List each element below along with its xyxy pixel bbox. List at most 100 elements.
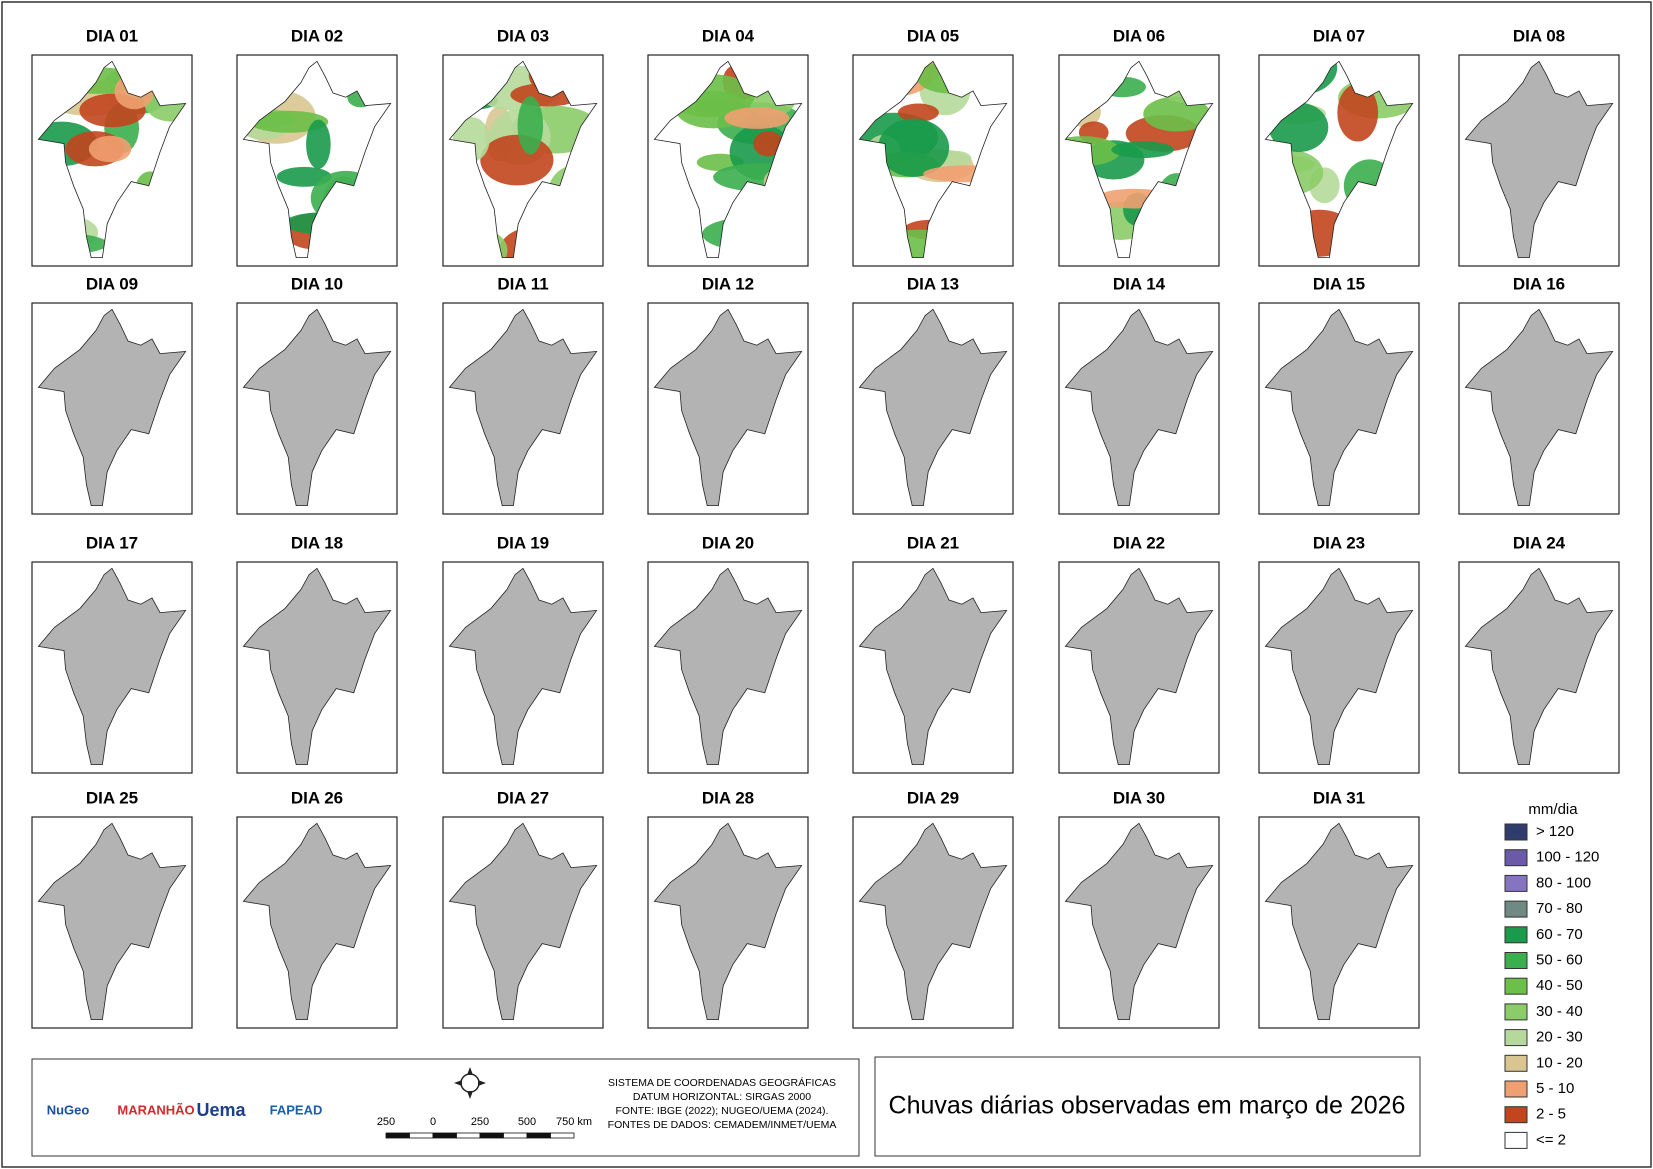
state-outline (1264, 60, 1414, 258)
panel-title: DIA 09 (86, 274, 138, 293)
state-map (1064, 822, 1214, 1020)
legend-label: 80 - 100 (1536, 874, 1591, 891)
state-outline (1064, 60, 1214, 258)
legend-label: 2 - 5 (1536, 1106, 1566, 1123)
legend-swatch (1504, 849, 1528, 867)
legend-label: 70 - 80 (1536, 900, 1583, 917)
panel-title: DIA 22 (1113, 533, 1165, 552)
legend-swatch (1504, 952, 1528, 969)
scale-segment (409, 1132, 434, 1139)
state-map (858, 308, 1008, 506)
state-outline (448, 60, 598, 258)
scale-segment (550, 1132, 575, 1139)
panel-title: DIA 17 (86, 533, 138, 552)
panel-title: DIA 12 (702, 274, 754, 293)
scale-label: 0 (430, 1116, 436, 1128)
scale-segment (503, 1132, 528, 1139)
panel-title: DIA 07 (1313, 26, 1365, 45)
panel-title: DIA 04 (702, 26, 755, 45)
legend-swatch (1504, 1054, 1528, 1072)
state-outline (858, 60, 1008, 258)
state-map (1264, 567, 1414, 765)
legend-swatch (1504, 900, 1528, 918)
state-map (1064, 308, 1214, 506)
logo-box (31, 1058, 860, 1157)
panel-title: DIA 06 (1113, 26, 1165, 45)
legend-label: 100 - 120 (1536, 849, 1599, 866)
panel-title: DIA 19 (497, 533, 549, 552)
logo-text: NuGeo (47, 1102, 90, 1117)
legend-swatch (1504, 1131, 1528, 1149)
panel-title: DIA 21 (907, 533, 959, 552)
panel-title: DIA 31 (1313, 788, 1365, 807)
legend-swatch (1504, 823, 1528, 841)
state-outline (242, 60, 392, 258)
panel-title: DIA 15 (1313, 274, 1365, 293)
logo-text: MARANHÃO (117, 1102, 194, 1117)
legend-swatch (1504, 1003, 1528, 1021)
panel-title: DIA 18 (291, 533, 343, 552)
state-map (1264, 308, 1414, 506)
state-map (242, 308, 392, 506)
logo-text: FAPEAD (270, 1102, 323, 1117)
legend-label: 10 - 20 (1536, 1054, 1583, 1071)
panel-title: DIA 14 (1113, 274, 1166, 293)
state-map (1264, 822, 1414, 1020)
scale-label: 250 (471, 1116, 489, 1128)
state-map (653, 822, 803, 1020)
panel-title: DIA 10 (291, 274, 343, 293)
legend-label: > 120 (1536, 823, 1574, 840)
panel-title: DIA 23 (1313, 533, 1365, 552)
panel-title: DIA 03 (497, 26, 549, 45)
legend-swatch (1504, 874, 1528, 892)
panel-title: DIA 02 (291, 26, 343, 45)
state-map (653, 308, 803, 506)
panel-title: DIA 08 (1513, 26, 1565, 45)
state-map (242, 822, 392, 1020)
state-map (448, 822, 598, 1020)
legend-label: 60 - 70 (1536, 926, 1583, 943)
state-map (448, 567, 598, 765)
legend-label: <= 2 (1536, 1131, 1566, 1148)
legend-label: 30 - 40 (1536, 1003, 1583, 1020)
scale-label: 250 (377, 1116, 395, 1128)
metadata-line: DATUM HORIZONTAL: SIRGAS 2000 (633, 1091, 811, 1103)
panel-title: DIA 01 (86, 26, 138, 45)
panel-title: DIA 30 (1113, 788, 1165, 807)
legend-swatch (1504, 1106, 1528, 1124)
legend-swatch (1504, 1080, 1528, 1098)
legend-label: 20 - 30 (1536, 1029, 1583, 1046)
title-box (874, 1056, 1421, 1157)
state-map (448, 308, 598, 506)
state-map (1064, 567, 1214, 765)
sheet-title: Chuvas diárias observadas em março de 20… (889, 1092, 1406, 1120)
panel-title: DIA 13 (907, 274, 959, 293)
scale-label: 500 (518, 1116, 536, 1128)
scale-segment (432, 1132, 457, 1139)
legend-title: mm/dia (1528, 801, 1578, 818)
panel-title: DIA 25 (86, 788, 138, 807)
panel-title: DIA 20 (702, 533, 754, 552)
metadata-line: SISTEMA DE COORDENADAS GEOGRÁFICAS (608, 1076, 836, 1089)
scale-segment (479, 1132, 504, 1139)
state-map (37, 567, 187, 765)
legend-swatch (1504, 1029, 1528, 1047)
state-map (37, 822, 187, 1020)
logo-text: Uema (196, 1100, 246, 1120)
panel-title: DIA 26 (291, 788, 343, 807)
panel-title: DIA 28 (702, 788, 754, 807)
panel-title: DIA 05 (907, 26, 959, 45)
metadata-line: FONTE: IBGE (2022); NUGEO/UEMA (2024). (616, 1105, 829, 1117)
legend-swatch (1504, 926, 1528, 944)
state-map (858, 822, 1008, 1020)
legend-label: 40 - 50 (1536, 977, 1583, 994)
scale-segment (456, 1132, 481, 1139)
state-map (37, 308, 187, 506)
metadata-line: FONTES DE DADOS: CEMADEM/INMET/UEMA (608, 1119, 837, 1131)
state-outline (653, 60, 803, 258)
state-map (1464, 60, 1614, 258)
panel-title: DIA 27 (497, 788, 549, 807)
scale-segment (385, 1132, 410, 1139)
